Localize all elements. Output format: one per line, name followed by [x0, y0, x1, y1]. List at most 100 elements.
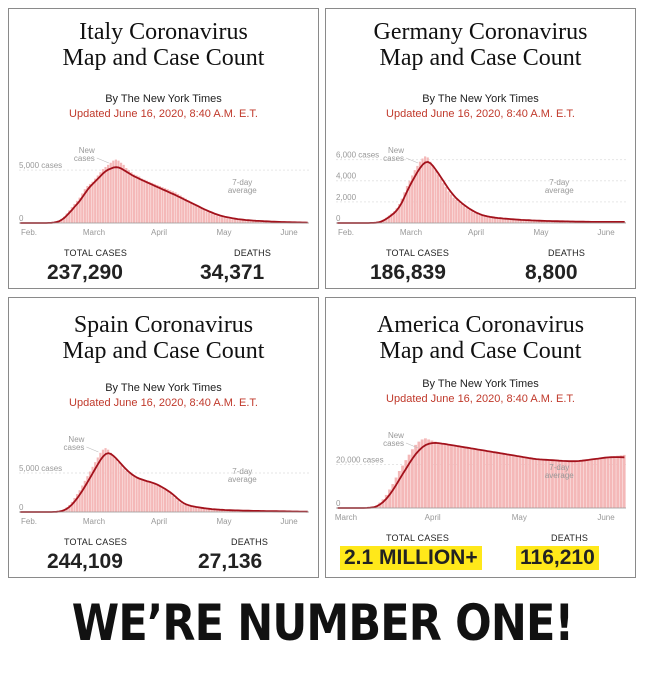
bar	[210, 213, 213, 223]
x-tick-label: March	[400, 228, 422, 237]
y-tick-label: 20,000 cases	[336, 455, 384, 464]
bar	[531, 458, 535, 508]
x-tick-label: April	[468, 228, 484, 237]
bar	[257, 221, 260, 223]
bar	[78, 490, 81, 512]
avg-line	[337, 160, 625, 224]
bar	[504, 218, 507, 223]
bar	[482, 450, 486, 508]
bar	[127, 170, 130, 223]
panel-title: Spain Coronavirus Map and Case Count	[62, 312, 265, 364]
annotation-new-cases: cases	[383, 439, 404, 448]
bar	[465, 208, 468, 223]
bar	[622, 454, 626, 508]
bar	[143, 480, 146, 512]
bar	[112, 160, 115, 223]
bar	[420, 439, 424, 508]
bar	[426, 157, 429, 223]
bar	[166, 189, 169, 223]
bar	[197, 206, 200, 223]
bar	[81, 193, 84, 223]
italy-chart: 5,000 cases 0 Feb. March April May June Newcase…	[19, 146, 309, 237]
bar	[603, 457, 607, 508]
bar	[455, 199, 458, 223]
byline: By The New York Times	[105, 93, 222, 105]
bar	[439, 178, 442, 223]
x-tick-label: March	[83, 228, 105, 237]
bar	[501, 218, 504, 223]
bar	[215, 509, 218, 512]
x-tick-label: May	[216, 228, 231, 237]
bar	[527, 220, 530, 223]
bar	[514, 219, 517, 223]
bar	[228, 218, 231, 223]
bar	[254, 221, 257, 223]
x-tick-label: April	[151, 228, 167, 237]
bar	[444, 187, 447, 223]
annotation-7day: 7-day	[549, 178, 569, 187]
bar	[195, 205, 198, 223]
panel-title: Germany Coronavirus Map and Case Count	[373, 19, 588, 71]
y-tick-label: 0	[19, 503, 24, 512]
bar	[239, 220, 242, 223]
bar	[540, 220, 543, 223]
bar	[125, 470, 128, 512]
bar	[91, 181, 94, 223]
bar	[534, 459, 538, 508]
bar	[112, 455, 115, 512]
deaths-label: DEATHS	[231, 537, 269, 547]
bar	[436, 174, 440, 223]
bar	[468, 209, 471, 223]
byline: By The New York Times	[422, 93, 539, 105]
bar	[174, 497, 177, 512]
annotation-leader	[405, 157, 419, 164]
bar	[161, 487, 164, 512]
bar	[130, 172, 133, 223]
annotation-new-cases: cases	[383, 154, 404, 163]
bar	[205, 211, 208, 223]
bar	[421, 158, 424, 223]
bar	[434, 170, 437, 223]
bar	[153, 483, 156, 512]
bar	[544, 459, 548, 508]
bar	[140, 178, 143, 223]
bar	[384, 494, 388, 508]
bar	[545, 220, 548, 223]
bar	[252, 220, 255, 223]
y-tick-label: 4,000	[336, 172, 357, 181]
bar	[132, 174, 136, 223]
bar	[476, 449, 479, 508]
bar	[70, 501, 73, 512]
annotation-leader	[405, 442, 419, 449]
bar	[397, 471, 401, 508]
bar	[535, 220, 538, 223]
annotation-7day: average	[228, 186, 257, 195]
deaths-label: DEATHS	[551, 533, 589, 543]
annotation-7day: average	[228, 475, 257, 484]
bar	[179, 195, 182, 223]
total-cases-value: 237,290	[47, 261, 123, 284]
bar	[119, 465, 123, 512]
bar	[259, 221, 262, 223]
bar	[505, 454, 509, 508]
bar	[187, 200, 190, 223]
bar	[538, 459, 541, 508]
bar	[612, 456, 616, 508]
bar	[521, 456, 525, 508]
x-tick-label: May	[512, 513, 527, 522]
bar	[218, 509, 221, 512]
bar	[88, 471, 92, 512]
total-cases-label: TOTAL CASES	[64, 248, 128, 258]
bar	[560, 460, 564, 508]
bar	[151, 482, 154, 512]
bar	[619, 455, 623, 508]
updated-timestamp: Updated June 16, 2020, 8:40 A.M. E.T.	[69, 397, 258, 409]
x-tick-label: June	[280, 228, 298, 237]
updated-timestamp: Updated June 16, 2020, 8:40 A.M. E.T.	[69, 108, 258, 120]
bar	[208, 508, 211, 512]
avg-line	[20, 166, 308, 224]
bar	[609, 456, 613, 508]
bar	[460, 203, 463, 223]
bar	[442, 182, 445, 223]
